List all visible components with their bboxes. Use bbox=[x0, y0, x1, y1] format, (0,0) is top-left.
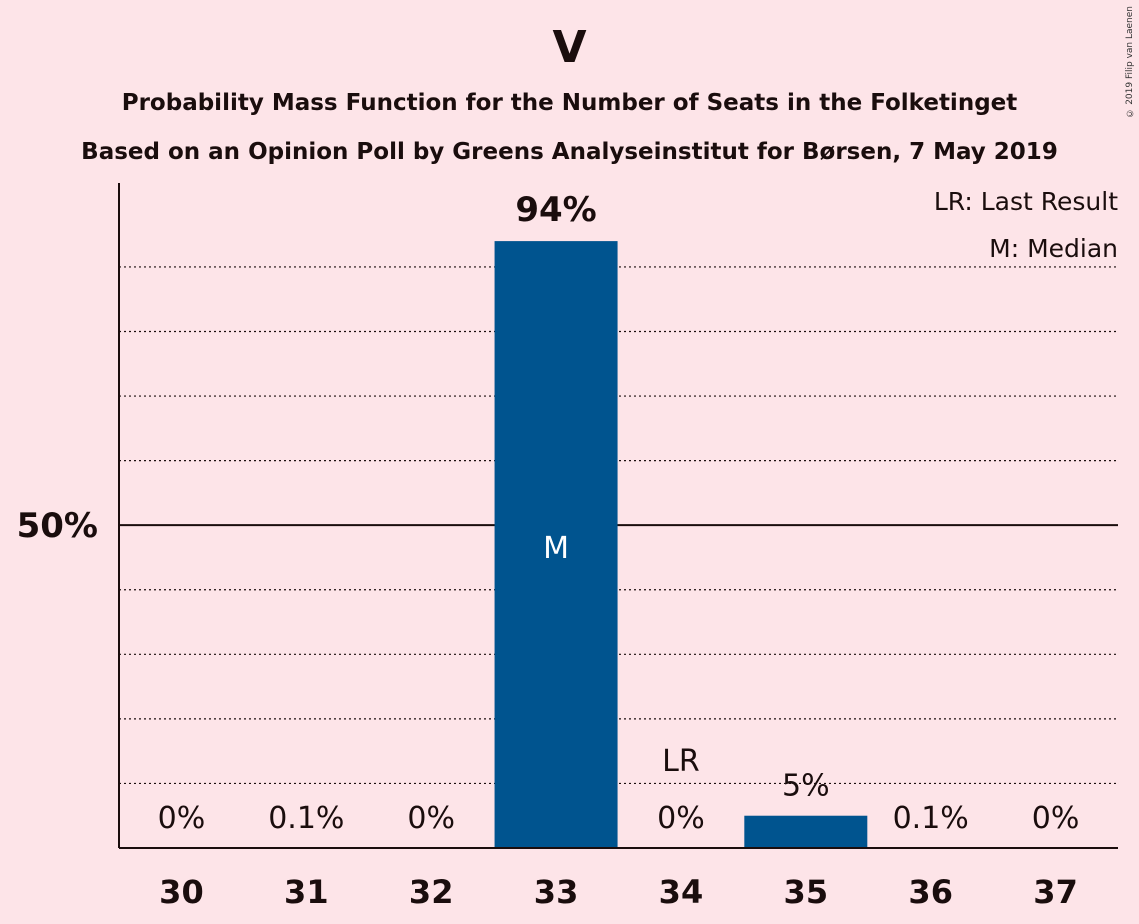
bar bbox=[494, 241, 618, 848]
data-label: 5% bbox=[782, 769, 830, 804]
data-label: 0% bbox=[1032, 801, 1080, 836]
x-tick-label: 32 bbox=[409, 873, 454, 911]
data-label: 0.1% bbox=[268, 801, 344, 836]
x-tick-label: 31 bbox=[284, 873, 329, 911]
data-label: 0% bbox=[407, 801, 455, 836]
chart-source-subtitle: Based on an Opinion Poll by Greens Analy… bbox=[81, 139, 1058, 165]
median-marker: M bbox=[543, 531, 569, 566]
x-tick-label: 36 bbox=[908, 873, 953, 911]
y-tick-label: 50% bbox=[17, 506, 98, 546]
legend-median: M: Median bbox=[989, 234, 1118, 263]
x-tick-label: 37 bbox=[1033, 873, 1078, 911]
x-tick-label: 33 bbox=[534, 873, 579, 911]
legend-last-result: LR: Last Result bbox=[934, 187, 1118, 216]
data-label: 0% bbox=[657, 801, 705, 836]
x-tick-label: 35 bbox=[784, 873, 829, 911]
chart-title: V bbox=[552, 22, 587, 73]
x-tick-label: 34 bbox=[659, 873, 704, 911]
x-tick-label: 30 bbox=[159, 873, 204, 911]
bar bbox=[744, 815, 868, 848]
data-label: 0.1% bbox=[893, 801, 969, 836]
data-label: 0% bbox=[158, 801, 206, 836]
chart-subtitle: Probability Mass Function for the Number… bbox=[121, 90, 1018, 116]
data-label: 94% bbox=[515, 190, 596, 230]
last-result-marker: LR bbox=[662, 744, 700, 779]
